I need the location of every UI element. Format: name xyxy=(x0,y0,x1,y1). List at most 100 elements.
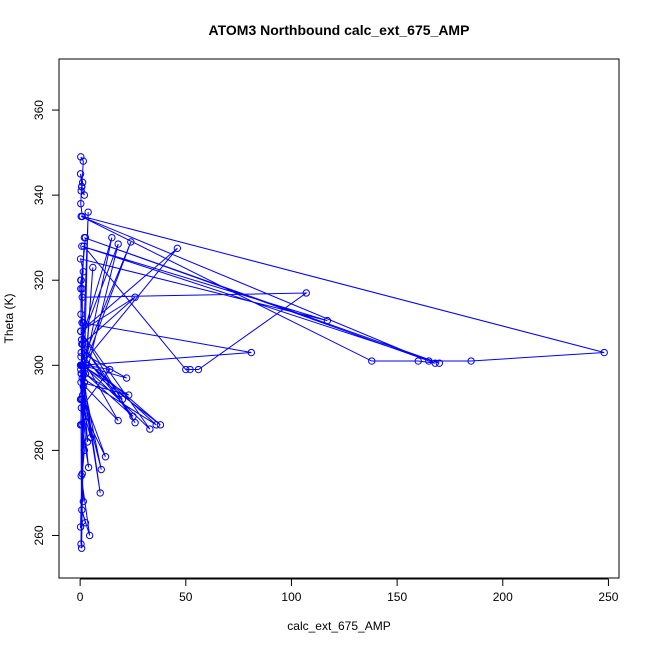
y-tick-label: 280 xyxy=(32,440,46,460)
series-line xyxy=(79,156,605,549)
data-point xyxy=(101,453,110,461)
data-point xyxy=(182,365,190,374)
data-point xyxy=(77,370,85,378)
data-point xyxy=(114,240,122,248)
data-point xyxy=(81,519,90,527)
data-point xyxy=(77,199,85,208)
data-point xyxy=(77,327,85,335)
data-point xyxy=(77,182,86,191)
data-point xyxy=(467,357,475,365)
x-tick-label: 200 xyxy=(493,590,513,604)
series-layer xyxy=(76,153,608,552)
data-point xyxy=(76,421,85,429)
data-point xyxy=(414,357,422,365)
data-point xyxy=(77,544,86,552)
data-point xyxy=(78,506,86,514)
data-point xyxy=(81,370,90,378)
data-point xyxy=(77,404,86,412)
data-point xyxy=(152,421,160,429)
data-point xyxy=(85,531,94,540)
y-tick-label: 300 xyxy=(32,355,46,375)
data-point xyxy=(77,472,85,480)
y-axis-label: Theta (K) xyxy=(2,293,16,343)
data-point xyxy=(77,540,85,548)
data-point xyxy=(77,348,85,357)
data-point xyxy=(600,348,608,357)
y-tick-label: 340 xyxy=(32,185,46,205)
data-point xyxy=(80,378,89,387)
data-point xyxy=(81,340,89,348)
data-point xyxy=(173,244,182,253)
data-point xyxy=(79,382,88,391)
data-point xyxy=(77,212,85,221)
data-point xyxy=(87,433,95,442)
data-point xyxy=(302,289,310,297)
data-point xyxy=(79,319,88,327)
data-point xyxy=(76,255,85,263)
data-point xyxy=(129,412,137,421)
x-axis-label: calc_ext_675_AMP xyxy=(287,619,390,633)
data-point xyxy=(194,365,203,374)
data-point xyxy=(96,489,104,497)
data-point xyxy=(77,378,85,387)
data-point xyxy=(78,340,86,348)
data-point xyxy=(79,497,88,506)
data-point xyxy=(106,365,114,374)
data-point xyxy=(156,421,165,429)
data-point xyxy=(127,238,135,246)
chart-title: ATOM3 Northbound calc_ext_675_AMP xyxy=(209,22,470,38)
x-tick-label: 100 xyxy=(281,590,301,604)
data-point xyxy=(77,276,85,284)
data-point xyxy=(431,359,439,367)
y-axis: 260 280 300 320 340 360 xyxy=(32,100,60,545)
data-point xyxy=(89,263,97,272)
data-point xyxy=(80,446,89,455)
x-tick-label: 0 xyxy=(77,590,84,604)
data-point xyxy=(80,191,89,199)
data-point xyxy=(77,365,85,374)
data-point xyxy=(114,416,122,425)
data-point xyxy=(81,233,90,242)
data-point xyxy=(77,153,85,161)
data-point xyxy=(146,425,154,433)
data-point xyxy=(125,391,133,399)
data-point xyxy=(82,412,91,421)
data-point xyxy=(79,268,88,276)
data-point xyxy=(78,242,86,250)
data-point xyxy=(425,357,433,365)
data-point xyxy=(131,293,139,301)
data-point xyxy=(77,310,85,318)
data-point xyxy=(77,361,85,369)
data-point xyxy=(97,465,105,474)
data-point xyxy=(76,523,85,531)
data-point xyxy=(77,353,85,361)
data-point xyxy=(82,361,91,369)
data-point xyxy=(78,391,87,399)
data-point xyxy=(118,395,127,404)
x-tick-label: 50 xyxy=(179,590,193,604)
data-point xyxy=(78,395,86,404)
x-tick-label: 150 xyxy=(387,590,407,604)
data-point xyxy=(108,233,116,242)
data-point xyxy=(247,348,256,357)
data-point xyxy=(84,208,92,216)
data-point xyxy=(186,365,194,374)
y-tick-label: 320 xyxy=(32,270,46,290)
data-point xyxy=(80,242,88,250)
data-point xyxy=(435,359,444,367)
data-point xyxy=(79,157,88,165)
y-tick-label: 360 xyxy=(32,100,46,120)
data-point xyxy=(76,170,85,178)
data-point xyxy=(323,316,332,325)
x-axis: 0 50 100 150 200 250 xyxy=(77,578,619,604)
data-point xyxy=(84,463,93,472)
data-point xyxy=(78,178,87,187)
data-point xyxy=(122,374,131,382)
x-tick-label: 250 xyxy=(598,590,618,604)
data-point xyxy=(368,357,376,365)
y-tick-label: 260 xyxy=(32,525,46,545)
data-point xyxy=(78,285,86,293)
data-point xyxy=(131,419,139,427)
data-point xyxy=(78,293,86,301)
